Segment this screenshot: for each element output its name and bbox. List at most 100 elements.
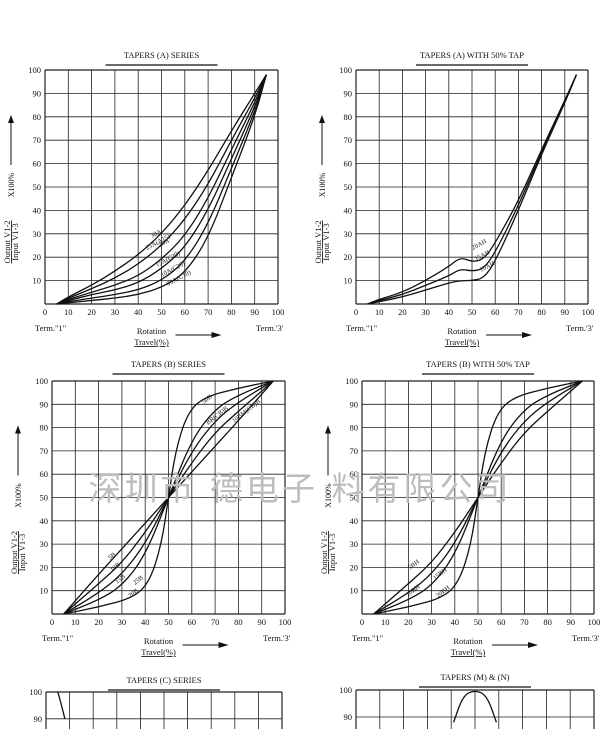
chart-panel-4: TAPERS (B) WITH 50% TAP 10 20 30 40 50 60 70 80 9… [319, 359, 600, 657]
term-3-label: Term.'3' [566, 323, 594, 333]
x-tick-label: 40 [141, 617, 150, 627]
y-tick-label: 30 [350, 539, 359, 549]
series-line-1 [57, 691, 66, 719]
y-tick-label: 60 [33, 159, 42, 169]
x-tick-label: 50 [474, 617, 483, 627]
series-line-2 [373, 380, 583, 615]
x-tick-label: 30 [118, 617, 127, 627]
x-tick-label: 60 [181, 307, 190, 317]
y-tick-label: 50 [344, 182, 353, 192]
chart-title: TAPERS (C) SERIES [127, 675, 202, 685]
term-1-label: Term."1" [352, 633, 383, 643]
y-tick-label: 30 [344, 229, 353, 239]
y-tick-label: 100 [339, 685, 352, 695]
y-tick-label: 40 [344, 205, 353, 215]
x-axis-arrow-head [218, 642, 229, 648]
x-tick-label: 80 [537, 307, 546, 317]
x-tick-label: 50 [164, 617, 173, 627]
y-tick-label: 90 [34, 714, 43, 724]
x-axis-label-rotation: Rotation [453, 636, 483, 646]
y-tick-label: 30 [40, 539, 49, 549]
series-line-4 [56, 74, 267, 305]
y-tick-label: 80 [350, 423, 359, 433]
y-tick-label: 10 [344, 276, 353, 286]
y-tick-label: 90 [40, 399, 49, 409]
x-tick-label: 20 [404, 617, 413, 627]
series-line-1 [56, 74, 267, 305]
y-axis-label-input: Input V1-3 [321, 223, 331, 260]
series-line-4 [63, 380, 274, 615]
x-tick-label: 80 [543, 617, 552, 627]
x-tick-label: 90 [250, 307, 259, 317]
y-tick-label: 30 [33, 229, 42, 239]
y-tick-label: 100 [29, 687, 42, 697]
y-tick-label: 20 [350, 562, 359, 572]
curve-label: 15BH [432, 566, 449, 581]
series-line-4 [373, 380, 583, 615]
series-line-1 [367, 74, 577, 305]
series-line-1 [63, 380, 274, 615]
x-axis-label-travel: Travel(%) [141, 647, 176, 657]
chart-panel-1: TAPERS (A) SERIES 10 20 30 40 50 60 70 80 90 100 0 1… [2, 50, 284, 347]
y-axis-arrow-head [319, 115, 325, 123]
x-tick-label: 0 [43, 307, 47, 317]
x-tick-label: 70 [204, 307, 213, 317]
chart-panel-5: TAPERS (C) SERIES 90 100 [29, 675, 283, 729]
x-tick-label: 20 [398, 307, 407, 317]
x-axis-label-rotation: Rotation [144, 636, 174, 646]
x-tick-label: 40 [445, 307, 454, 317]
y-tick-label: 20 [33, 252, 42, 262]
x-axis-label-travel: Travel(%) [445, 337, 480, 347]
y-tick-label: 80 [40, 423, 49, 433]
y-tick-label: 20 [344, 252, 353, 262]
series-line-1 [452, 690, 498, 723]
x-tick-label: 40 [134, 307, 143, 317]
series-line-5 [63, 380, 274, 615]
curve-label: 10BM(CB)B [231, 398, 263, 425]
x-axis-label-rotation: Rotation [137, 326, 167, 336]
curve-label: 30A [150, 228, 163, 240]
series-line-2 [56, 74, 267, 305]
y-tick-label: 70 [40, 446, 49, 456]
y-tick-label: 40 [40, 516, 49, 526]
y-tick-label: 40 [33, 205, 42, 215]
y-tick-label: 70 [350, 446, 359, 456]
y-axis-label-scale: X100% [324, 483, 333, 508]
chart-title: TAPERS (A) WITH 50% TAP [420, 50, 524, 60]
chart-panel-6: TAPERS (M) & (N) 90 100 [339, 672, 595, 729]
y-tick-label: 100 [35, 376, 48, 386]
x-tick-label: 70 [514, 307, 523, 317]
x-tick-label: 60 [497, 617, 506, 627]
curve-label: 20B [127, 587, 140, 600]
x-tick-label: 0 [50, 617, 54, 627]
y-axis-arrow-head [8, 115, 14, 123]
x-tick-label: 50 [468, 307, 477, 317]
y-tick-label: 20 [40, 562, 49, 572]
y-axis-label-input: Input V1-3 [10, 223, 20, 260]
chart-title: TAPERS (A) SERIES [124, 50, 200, 60]
x-tick-label: 10 [71, 617, 80, 627]
y-axis-label-scale: X100% [14, 483, 23, 508]
series-line-2 [63, 380, 274, 615]
x-axis-label-travel: Travel(%) [134, 337, 169, 347]
x-axis-label-travel: Travel(%) [451, 647, 486, 657]
x-tick-label: 100 [279, 617, 292, 627]
series-line-3 [56, 74, 267, 305]
y-axis-arrow-head [325, 425, 331, 434]
x-tick-label: 30 [421, 307, 430, 317]
y-tick-label: 90 [344, 712, 353, 722]
series-line-3 [367, 74, 578, 305]
x-tick-label: 60 [491, 307, 500, 317]
y-tick-label: 50 [350, 493, 359, 503]
x-tick-label: 80 [234, 617, 243, 627]
curve-label: 5B [107, 551, 118, 562]
y-axis-label-scale: X100% [318, 172, 327, 197]
x-tick-label: 0 [354, 307, 358, 317]
x-tick-label: 0 [360, 617, 364, 627]
chart-title: TAPERS (B) WITH 50% TAP [426, 359, 530, 369]
y-tick-label: 60 [344, 159, 353, 169]
y-tick-label: 90 [350, 399, 359, 409]
y-tick-label: 50 [40, 493, 49, 503]
x-tick-label: 90 [567, 617, 576, 627]
